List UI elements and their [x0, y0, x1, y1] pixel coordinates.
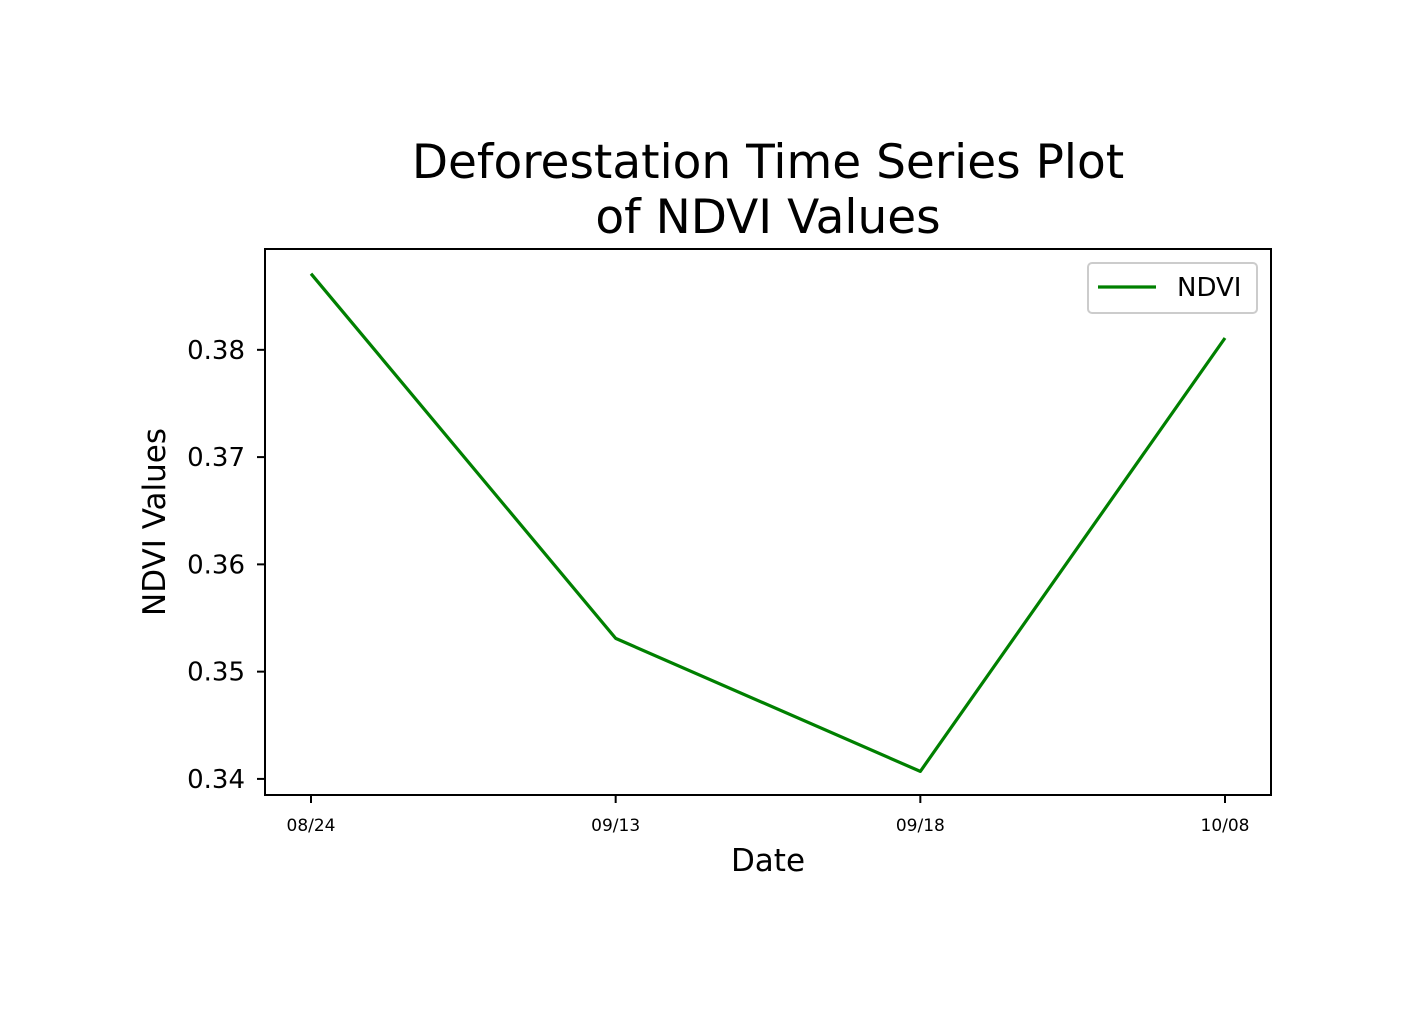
y-tick-label: 0.34 — [187, 765, 245, 795]
legend-label-ndvi: NDVI — [1177, 273, 1241, 303]
x-axis-label: Date — [731, 843, 805, 879]
series-group — [309, 272, 1227, 774]
x-tick-label: 09/18 — [896, 816, 945, 836]
legend: NDVI — [1087, 262, 1258, 314]
y-tick-label: 0.36 — [187, 550, 245, 580]
x-tick-label: 08/24 — [287, 816, 336, 836]
y-tick-label: 0.35 — [187, 658, 245, 688]
x-axis-ticks: 08/24 09/13 09/18 10/08 — [287, 795, 1250, 836]
series-line-ndvi — [309, 272, 1227, 774]
y-axis-label: NDVI Values — [137, 428, 173, 616]
plot-area-frame — [264, 248, 1272, 796]
chart-title-line-2: of NDVI Values — [595, 190, 940, 245]
legend-box — [1087, 262, 1258, 314]
chart-title-line-1: Deforestation Time Series Plot — [412, 135, 1124, 190]
y-tick-label: 0.37 — [187, 443, 245, 473]
y-tick-label: 0.38 — [187, 336, 245, 366]
x-tick-label: 10/08 — [1201, 816, 1250, 836]
y-axis-ticks: 0.34 0.35 0.36 0.37 0.38 — [187, 336, 265, 795]
x-tick-label: 09/13 — [591, 816, 640, 836]
